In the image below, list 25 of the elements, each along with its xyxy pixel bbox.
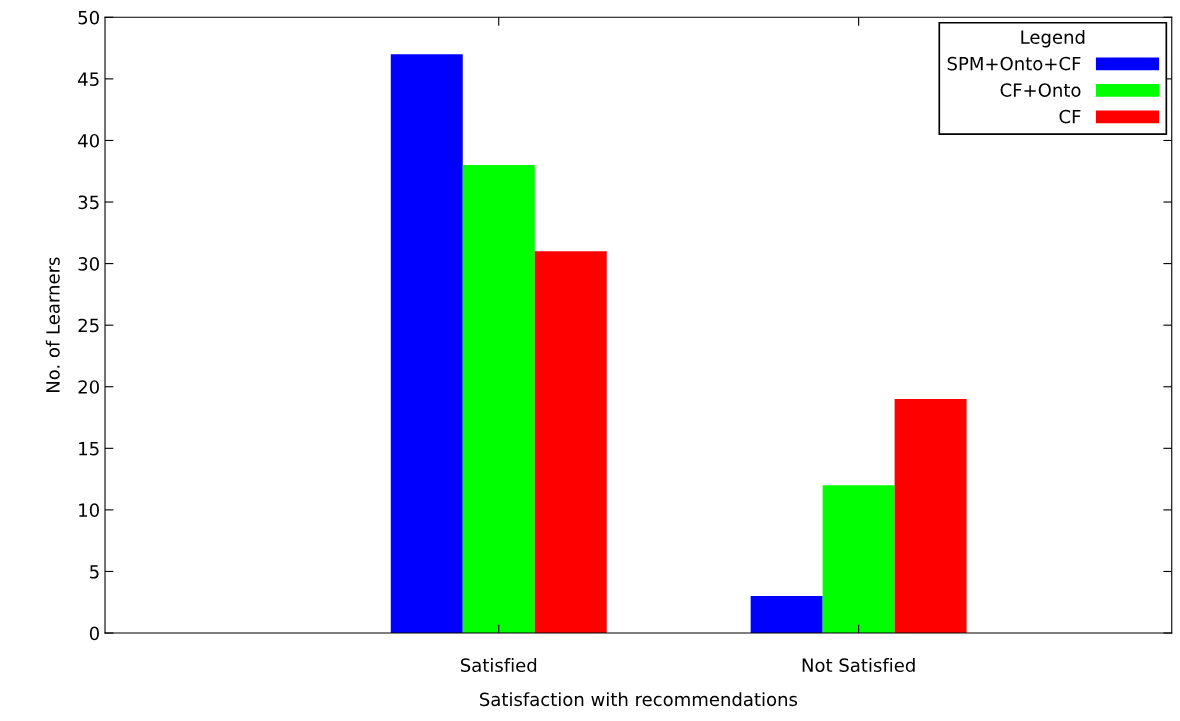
x-axis-title: Satisfaction with recommendations [480,692,798,707]
legend-label: CF [1059,109,1081,124]
y-tick-label: 35 [78,195,99,210]
bar [750,596,823,634]
x-tick-label: Satisfied [460,658,537,673]
y-axis-title: No. of Learners [45,257,60,393]
bar [390,54,463,634]
y-tick-label: 20 [78,380,99,394]
y-tick-label: 5 [90,565,99,579]
y-tick-label: 25 [78,318,99,333]
y-tick-label: 15 [79,442,99,456]
legend-title: Legend [1021,29,1085,48]
x-tick-label: Not Satisfied [802,658,915,673]
bar [462,165,535,634]
legend-label: SPM+Onto+CF [947,56,1081,71]
y-tick-label: 45 [78,72,99,86]
legend-label: CF+Onto [1000,83,1081,97]
y-tick-label: 30 [78,257,99,271]
bar [534,251,607,634]
bar [822,485,895,634]
y-tick-label: 50 [78,10,99,25]
y-tick-label: 10 [79,503,99,518]
y-tick-label: 40 [78,133,99,148]
y-tick-label: 0 [89,626,99,641]
bar [894,399,967,634]
